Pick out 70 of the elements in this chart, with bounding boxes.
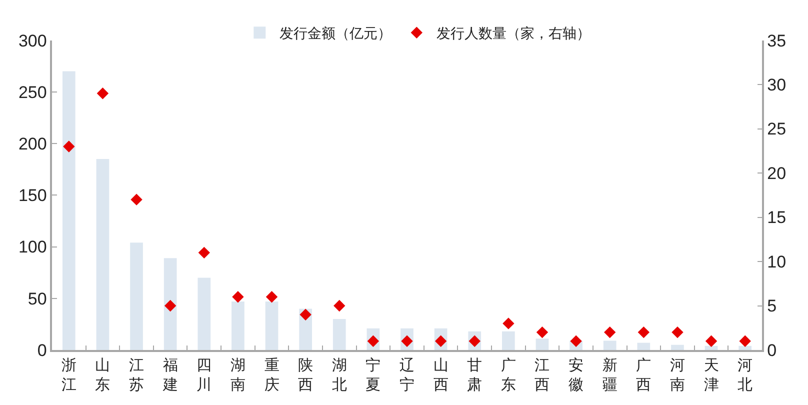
x-tick-label: 辽宁	[400, 356, 414, 394]
bar	[62, 71, 76, 350]
point	[570, 335, 582, 347]
y-tick-label: 0	[37, 340, 47, 360]
y-tick-label: 250	[18, 82, 47, 102]
x-tick-label: 河北	[738, 356, 753, 394]
x-tick-label: 陕西	[298, 356, 314, 394]
bar	[265, 301, 278, 350]
y2-tick-label: 15	[767, 208, 786, 228]
bar	[96, 159, 110, 350]
legend-label: 发行金额（亿元）	[280, 25, 392, 42]
x-tick-label: 宁夏	[366, 356, 381, 394]
x-tick-label: 江西	[534, 356, 550, 394]
x-tick-label: 山西	[433, 356, 448, 394]
y-tick-label: 150	[18, 186, 47, 206]
y2-tick-label: 20	[767, 164, 786, 183]
point	[334, 300, 346, 312]
y-tick-label: 300	[18, 31, 47, 50]
point	[739, 335, 751, 347]
bar	[332, 319, 346, 350]
bar	[536, 338, 549, 350]
point	[232, 291, 244, 303]
point	[130, 194, 142, 206]
bar	[671, 344, 684, 350]
y2-tick-label: 30	[767, 76, 786, 94]
legend-label: 发行人数量（家，右轴）	[436, 25, 591, 42]
point	[96, 88, 109, 100]
x-tick-label: 天津	[704, 358, 719, 394]
bar	[198, 278, 211, 350]
y2-tick-label: 10	[767, 252, 786, 272]
y2-tick-label: 0	[767, 340, 777, 360]
point	[502, 318, 514, 330]
point	[63, 140, 75, 152]
point	[705, 335, 718, 347]
bar	[738, 346, 752, 350]
point	[536, 326, 548, 338]
point	[266, 291, 278, 303]
x-tick-label: 湖北	[332, 356, 347, 394]
bar	[232, 301, 244, 350]
point	[672, 326, 684, 338]
bar	[637, 342, 650, 350]
y-tick-label: 50	[28, 289, 47, 308]
point	[604, 326, 616, 338]
point	[198, 246, 210, 259]
x-tick-label: 湖南	[230, 356, 246, 394]
x-tick-label: 甘肃	[467, 356, 482, 394]
y-tick-label: 200	[18, 134, 47, 154]
y2-tick-label: 25	[767, 120, 786, 139]
x-tick-label: 安徽	[568, 356, 584, 394]
x-tick-label: 浙江	[61, 356, 76, 394]
y2-tick-label: 5	[767, 296, 777, 316]
x-tick-label: 重庆	[264, 356, 280, 394]
bar	[130, 242, 143, 350]
x-tick-label: 山东	[95, 356, 110, 394]
y2-tick-label: 35	[767, 31, 786, 50]
point	[164, 300, 176, 312]
x-tick-label: 河南	[670, 356, 685, 394]
point	[638, 326, 650, 338]
x-tick-label: 四川	[196, 358, 212, 394]
bar	[704, 346, 718, 350]
point	[300, 308, 312, 320]
x-tick-label: 广西	[636, 356, 652, 394]
x-tick-label: 新疆	[602, 356, 618, 394]
x-tick-label: 江苏	[129, 356, 144, 394]
bar	[603, 340, 616, 350]
x-tick-label: 广东	[500, 356, 516, 394]
y-tick-label: 100	[18, 238, 47, 257]
x-tick-label: 福建	[162, 356, 178, 394]
bar	[164, 258, 177, 350]
bar	[502, 331, 515, 350]
